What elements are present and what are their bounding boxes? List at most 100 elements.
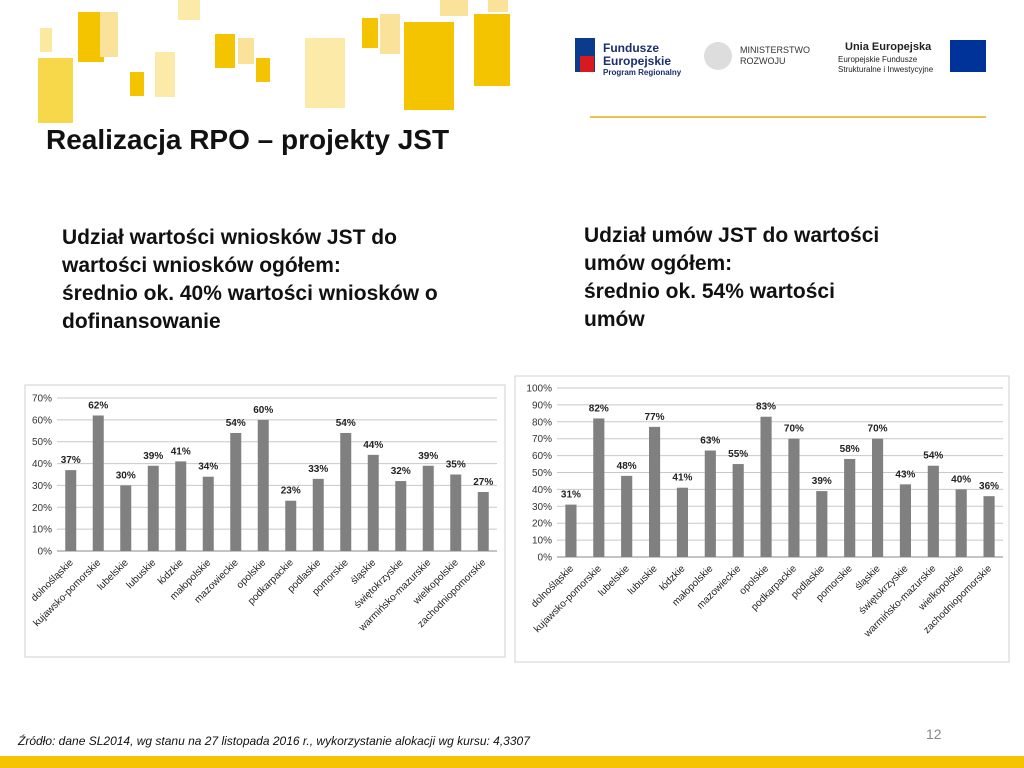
chart-title-line: wartości wniosków ogółem: — [62, 254, 341, 277]
bar — [285, 500, 297, 551]
y-tick-label: 0% — [38, 547, 53, 558]
value-label: 54% — [226, 418, 246, 429]
value-label: 82% — [589, 403, 609, 414]
bar — [983, 496, 995, 557]
value-label: 83% — [756, 402, 776, 413]
value-label: 63% — [700, 436, 720, 447]
bar — [65, 470, 77, 551]
logo-texts: Fundusze Europejskie Program Regionalny … — [603, 41, 934, 77]
bar — [395, 481, 407, 551]
value-label: 30% — [116, 470, 136, 481]
chart: 0%10%20%30%40%50%60%70%80%90%100%31%doln… — [514, 375, 1010, 663]
bar — [340, 432, 352, 551]
value-label: 77% — [645, 412, 665, 423]
logo-text: Europejskie — [603, 54, 671, 68]
value-label: 70% — [784, 424, 804, 435]
bar — [175, 461, 187, 551]
value-label: 37% — [61, 455, 81, 466]
value-label: 54% — [923, 451, 943, 462]
value-label: 41% — [171, 446, 191, 457]
y-tick-label: 80% — [532, 417, 552, 428]
y-tick-label: 20% — [532, 519, 552, 530]
value-label: 44% — [363, 440, 383, 451]
bar — [593, 418, 605, 557]
y-tick-label: 90% — [532, 400, 552, 411]
bar — [312, 478, 324, 551]
value-label: 35% — [446, 460, 466, 471]
value-label: 36% — [979, 481, 999, 492]
chart-title-line: umów ogółem: — [584, 252, 733, 275]
bar — [927, 465, 939, 557]
value-label: 54% — [336, 418, 356, 429]
y-tick-label: 40% — [532, 485, 552, 496]
value-label: 27% — [473, 477, 493, 488]
bar — [760, 416, 772, 557]
chart-title-line: Udział umów JST do wartości — [584, 224, 880, 247]
bar — [202, 476, 214, 551]
source-note: Źródło: dane SL2014, wg stanu na 27 list… — [18, 734, 530, 748]
y-tick-label: 30% — [532, 502, 552, 513]
y-tick-label: 0% — [538, 553, 553, 564]
value-label: 48% — [617, 461, 637, 472]
bar — [422, 465, 434, 551]
value-label: 31% — [561, 490, 581, 501]
value-label: 55% — [728, 449, 748, 460]
chart-title-line: umów — [584, 308, 645, 331]
value-label: 70% — [868, 424, 888, 435]
logo-text: Strukturalne i Inwestycyjne — [838, 65, 934, 74]
bar — [621, 475, 633, 557]
logo-text: Fundusze — [603, 41, 659, 55]
y-tick-label: 60% — [32, 415, 52, 426]
y-tick-label: 20% — [32, 503, 52, 514]
value-label: 41% — [672, 473, 692, 484]
bar — [871, 438, 884, 557]
value-label: 23% — [281, 486, 301, 497]
logo-text: ROZWOJU — [740, 56, 786, 66]
value-label: 40% — [951, 474, 971, 485]
logo-text: Europejskie Fundusze — [838, 55, 918, 64]
value-label: 62% — [88, 400, 108, 411]
chart-title-line: Udział wartości wniosków JST do — [62, 226, 397, 249]
value-label: 43% — [895, 469, 915, 480]
bar — [955, 489, 967, 557]
bar — [844, 458, 856, 557]
bar — [367, 454, 379, 551]
bar — [92, 415, 104, 551]
bar — [147, 465, 159, 551]
y-tick-label: 100% — [526, 384, 552, 395]
bar — [816, 491, 828, 557]
chart-title: Udział wartości wniosków JST do wartości… — [62, 224, 438, 336]
value-label: 60% — [253, 405, 273, 416]
chart-title-line: średnio ok. 54% wartości — [584, 280, 835, 303]
bar — [257, 419, 269, 551]
y-tick-label: 10% — [532, 536, 552, 547]
logo-text: Program Regionalny — [603, 68, 682, 77]
y-tick-label: 50% — [32, 437, 52, 448]
y-tick-label: 30% — [32, 481, 52, 492]
page-number: 12 — [926, 726, 942, 742]
value-label: 32% — [391, 466, 411, 477]
bar — [704, 450, 716, 557]
bar — [120, 485, 132, 551]
bar — [676, 487, 689, 557]
logo-text: MINISTERSTWO — [740, 45, 810, 55]
bar — [648, 426, 661, 557]
y-tick-label: 50% — [532, 468, 552, 479]
y-tick-label: 40% — [32, 459, 52, 470]
bar — [450, 474, 462, 551]
value-label: 34% — [198, 462, 218, 473]
logo-text: Unia Europejska — [845, 41, 932, 53]
y-tick-label: 60% — [532, 451, 552, 462]
chart: 0%10%20%30%40%50%60%70%37%dolnośląskie62… — [24, 384, 506, 658]
bar — [477, 491, 489, 551]
slide-title: Realizacja RPO – projekty JST — [46, 124, 450, 155]
bar — [899, 484, 912, 557]
y-tick-label: 10% — [32, 525, 52, 536]
value-label: 39% — [812, 476, 832, 487]
y-tick-label: 70% — [32, 394, 52, 405]
chart-title-line: dofinansowanie — [62, 310, 221, 333]
chart-title: Udział umów JST do wartości umów ogółem:… — [584, 222, 879, 334]
